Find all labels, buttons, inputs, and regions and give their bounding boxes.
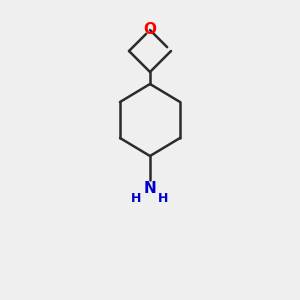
Text: N: N <box>144 181 156 196</box>
Text: H: H <box>158 192 169 205</box>
Text: H: H <box>131 192 142 205</box>
Text: O: O <box>143 22 157 38</box>
